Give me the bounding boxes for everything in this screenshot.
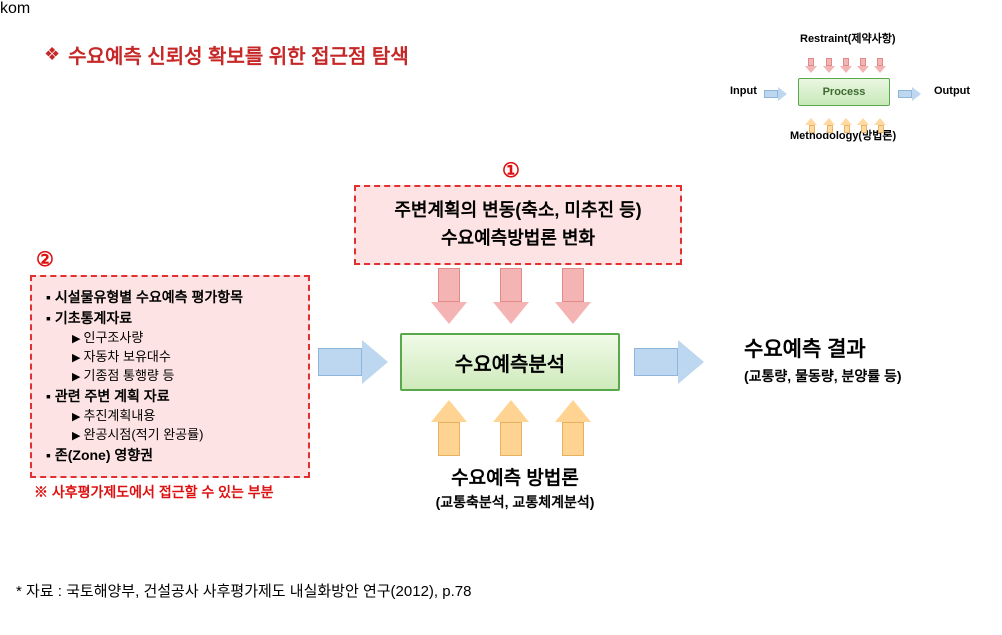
input-box: 시설물유형별 수요예측 평가항목 기초통계자료 인구조사량 자동차 보유대수 기… — [30, 275, 310, 478]
center-process-box: 수요예측분석 — [400, 333, 620, 391]
legend-mini-diagram: Restraint(제약사항) Input Process Output Met… — [710, 30, 972, 140]
input-subitem: 인구조사량 — [46, 329, 294, 348]
page-title: 수요예측 신뢰성 확보를 위한 접근점 탐색 — [68, 40, 409, 69]
source-citation: * 자료 : 국토해양부, 건설공사 사후평가제도 내실화방안 연구(2012)… — [16, 580, 471, 601]
legend-orange-arrow-icon — [875, 108, 886, 133]
input-list: 시설물유형별 수요예측 평가항목 기초통계자료 인구조사량 자동차 보유대수 기… — [46, 287, 294, 466]
legend-pink-arrow-icon — [824, 48, 834, 73]
input-subitem: 자동차 보유대수 — [46, 348, 294, 367]
legend-blue-arrow-icon — [764, 85, 787, 103]
methodology-subtitle: (교통축분석, 교통체계분석) — [395, 492, 635, 512]
output-title: 수요예측 결과 — [744, 333, 984, 363]
pink-down-arrow-icon — [556, 268, 590, 324]
restraint-line1: 주변계획의 변동(축소, 미추진 등) — [370, 197, 666, 225]
circled-number-1: ① — [502, 158, 520, 183]
page-title-row: ❖ 수요예측 신뢰성 확보를 위한 접근점 탐색 — [44, 40, 409, 69]
input-box-footnote: ※ 사후평가제도에서 접근할 수 있는 부분 — [34, 482, 274, 502]
input-subitem: 완공시점(적기 완공률) — [46, 426, 294, 445]
input-item: 관련 주변 계획 자료 — [46, 386, 294, 407]
blue-right-arrow-icon — [318, 340, 388, 384]
legend-pink-arrow-icon — [841, 48, 851, 73]
legend-orange-arrow-icon — [841, 108, 852, 133]
legend-input-label: Input — [730, 85, 757, 97]
legend-orange-arrow-icon — [858, 108, 869, 133]
methodology-title: 수요예측 방법론 — [395, 463, 635, 490]
blue-right-arrow-icon — [634, 340, 704, 384]
restraint-line2: 수요예측방법론 변화 — [370, 225, 666, 253]
methodology-label: 수요예측 방법론 (교통축분석, 교통체계분석) — [395, 463, 635, 512]
pink-down-arrow-icon — [494, 268, 528, 324]
orange-up-arrow-icon — [556, 400, 590, 456]
output-label: 수요예측 결과 (교통량, 물동량, 분양률 등) — [744, 333, 984, 386]
legend-pink-arrow-icon — [806, 48, 816, 73]
legend-process-box: Process — [798, 78, 890, 106]
legend-pink-arrow-icon — [858, 48, 868, 73]
legend-output-label: Output — [934, 85, 970, 97]
orange-up-arrow-icon — [432, 400, 466, 456]
restraint-box: 주변계획의 변동(축소, 미추진 등) 수요예측방법론 변화 — [354, 185, 682, 265]
title-bullet-icon: ❖ — [44, 44, 60, 65]
circled-number-2: ② — [36, 247, 54, 272]
orange-up-arrow-icon — [494, 400, 528, 456]
legend-blue-arrow-icon — [898, 85, 921, 103]
input-subitem: 기종점 통행량 등 — [46, 367, 294, 386]
input-item: 기초통계자료 — [46, 308, 294, 329]
input-subitem: 추진계획내용 — [46, 407, 294, 426]
legend-pink-arrow-icon — [875, 48, 885, 73]
pink-down-arrow-icon — [432, 268, 466, 324]
input-item: 시설물유형별 수요예측 평가항목 — [46, 287, 294, 308]
input-item: 존(Zone) 영향권 — [46, 445, 294, 466]
legend-orange-arrow-icon — [824, 108, 835, 133]
output-subtitle: (교통량, 물동량, 분양률 등) — [744, 366, 984, 386]
legend-orange-arrow-icon — [806, 108, 817, 133]
legend-restraint-label: Restraint(제약사항) — [800, 30, 896, 46]
